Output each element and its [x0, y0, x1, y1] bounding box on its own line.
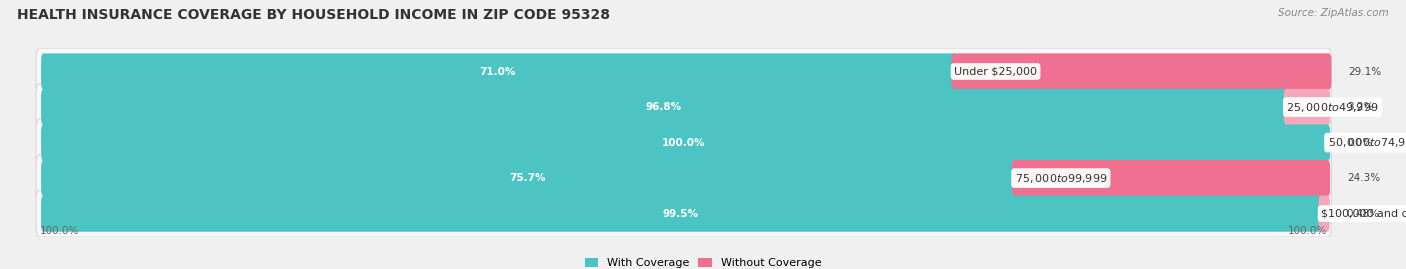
Text: 0.0%: 0.0% — [1347, 137, 1374, 148]
Text: $25,000 to $49,999: $25,000 to $49,999 — [1286, 101, 1379, 114]
Text: 71.0%: 71.0% — [479, 66, 515, 76]
Text: 99.5%: 99.5% — [662, 209, 699, 219]
Text: $100,000 and over: $100,000 and over — [1322, 209, 1406, 219]
Text: 96.8%: 96.8% — [645, 102, 681, 112]
Text: 3.2%: 3.2% — [1347, 102, 1374, 112]
FancyBboxPatch shape — [41, 53, 956, 90]
Text: 0.48%: 0.48% — [1347, 209, 1379, 219]
FancyBboxPatch shape — [37, 119, 1331, 166]
FancyBboxPatch shape — [37, 48, 1331, 95]
FancyBboxPatch shape — [1319, 196, 1330, 232]
Legend: With Coverage, Without Coverage: With Coverage, Without Coverage — [581, 253, 825, 269]
Text: 75.7%: 75.7% — [509, 173, 546, 183]
FancyBboxPatch shape — [37, 84, 1331, 130]
FancyBboxPatch shape — [41, 196, 1323, 232]
Text: 100.0%: 100.0% — [662, 137, 706, 148]
Text: 29.1%: 29.1% — [1348, 66, 1381, 76]
FancyBboxPatch shape — [1284, 89, 1330, 125]
FancyBboxPatch shape — [37, 155, 1331, 201]
Text: 100.0%: 100.0% — [39, 226, 79, 236]
FancyBboxPatch shape — [41, 89, 1289, 125]
FancyBboxPatch shape — [1012, 160, 1330, 196]
Text: 100.0%: 100.0% — [1288, 226, 1327, 236]
Text: 24.3%: 24.3% — [1347, 173, 1381, 183]
Text: $75,000 to $99,999: $75,000 to $99,999 — [1015, 172, 1107, 185]
FancyBboxPatch shape — [41, 125, 1330, 161]
FancyBboxPatch shape — [952, 53, 1331, 90]
Text: Under $25,000: Under $25,000 — [955, 66, 1038, 76]
Text: $50,000 to $74,999: $50,000 to $74,999 — [1327, 136, 1406, 149]
Text: Source: ZipAtlas.com: Source: ZipAtlas.com — [1278, 8, 1389, 18]
Text: HEALTH INSURANCE COVERAGE BY HOUSEHOLD INCOME IN ZIP CODE 95328: HEALTH INSURANCE COVERAGE BY HOUSEHOLD I… — [17, 8, 610, 22]
FancyBboxPatch shape — [41, 160, 1017, 196]
FancyBboxPatch shape — [37, 190, 1331, 237]
